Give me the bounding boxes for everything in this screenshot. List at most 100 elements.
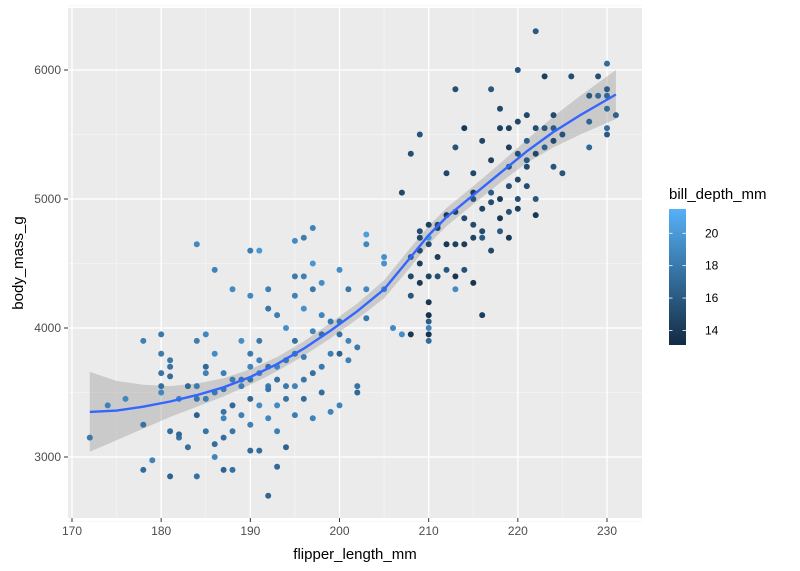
data-point [167, 473, 174, 480]
data-point [434, 254, 441, 260]
data-point [354, 389, 361, 396]
data-point [514, 205, 521, 212]
legend: bill_depth_mm 20 18 16 14 [669, 186, 767, 345]
x-tick-label: 200 [329, 524, 349, 538]
data-point [488, 247, 495, 254]
legend-tick-label: 18 [705, 259, 719, 273]
data-point [407, 292, 414, 299]
data-point [550, 137, 557, 144]
data-point [452, 144, 459, 151]
data-point [488, 199, 495, 206]
data-point [505, 234, 512, 241]
grid-minor [68, 5, 642, 522]
data-point [354, 344, 361, 351]
data-point [256, 447, 263, 454]
data-point [158, 370, 165, 377]
data-point [238, 337, 245, 344]
data-point [550, 112, 557, 119]
data-point [291, 337, 298, 344]
data-point [497, 105, 503, 112]
data-point [220, 434, 227, 441]
data-point [318, 312, 325, 319]
data-point [514, 67, 521, 73]
data-point [229, 428, 236, 435]
data-point [238, 412, 245, 419]
data-point [167, 363, 174, 370]
data-point [158, 389, 165, 396]
data-point [505, 183, 512, 190]
data-point [309, 328, 316, 335]
data-point [505, 144, 512, 151]
data-point [523, 112, 530, 119]
data-point [265, 305, 272, 312]
data-point [274, 428, 281, 435]
data-point [229, 466, 236, 473]
data-point [256, 247, 263, 254]
data-point [309, 370, 316, 377]
data-point [202, 428, 209, 435]
data-point [425, 312, 432, 319]
data-point [274, 312, 281, 319]
legend-tick-label: 14 [705, 323, 719, 337]
data-point [425, 241, 432, 248]
data-point [300, 395, 307, 402]
data-point [532, 150, 539, 157]
data-point [247, 350, 254, 357]
data-point [416, 234, 423, 241]
data-point [167, 428, 174, 435]
data-point [300, 305, 307, 312]
data-point [291, 383, 298, 390]
data-point [523, 157, 530, 164]
data-point [461, 266, 468, 273]
data-point [345, 286, 352, 293]
y-tick-label: 5000 [34, 192, 61, 206]
data-point [604, 131, 610, 138]
data-point [247, 395, 254, 402]
data-point [345, 357, 352, 364]
data-point [211, 441, 218, 448]
data-point [443, 266, 450, 273]
data-point [318, 279, 325, 286]
data-point [407, 273, 414, 280]
data-point [256, 402, 263, 409]
data-point [336, 350, 343, 357]
data-point [283, 383, 289, 390]
data-point [291, 412, 298, 419]
data-point [265, 386, 272, 393]
data-point [479, 234, 486, 241]
data-point [229, 286, 236, 293]
data-point [167, 373, 174, 380]
data-point [318, 389, 325, 396]
colorbar [669, 209, 686, 345]
x-tick-label: 220 [508, 524, 528, 538]
data-point [202, 395, 209, 402]
y-tick-label: 3000 [34, 450, 61, 464]
data-point [398, 331, 405, 338]
data-point [229, 402, 236, 409]
data-point [595, 92, 602, 99]
x-axis-title: flipper_length_mm [293, 546, 416, 563]
data-point [416, 131, 423, 138]
data-point [86, 434, 93, 441]
data-point [336, 402, 343, 409]
data-point [283, 444, 289, 451]
data-point [220, 408, 227, 415]
data-point [274, 463, 281, 470]
data-point [211, 350, 218, 357]
data-point [586, 144, 593, 151]
data-point [514, 196, 521, 202]
data-point [586, 118, 593, 125]
data-point [363, 315, 370, 322]
x-tick-label: 190 [240, 524, 260, 538]
data-point [595, 73, 602, 80]
data-point [247, 247, 254, 254]
legend-title: bill_depth_mm [669, 186, 767, 203]
data-point [381, 260, 388, 267]
data-point [229, 376, 236, 383]
data-point [363, 286, 370, 293]
data-point [505, 125, 512, 132]
data-point [202, 370, 209, 377]
data-point [461, 125, 468, 132]
data-point [532, 212, 539, 219]
